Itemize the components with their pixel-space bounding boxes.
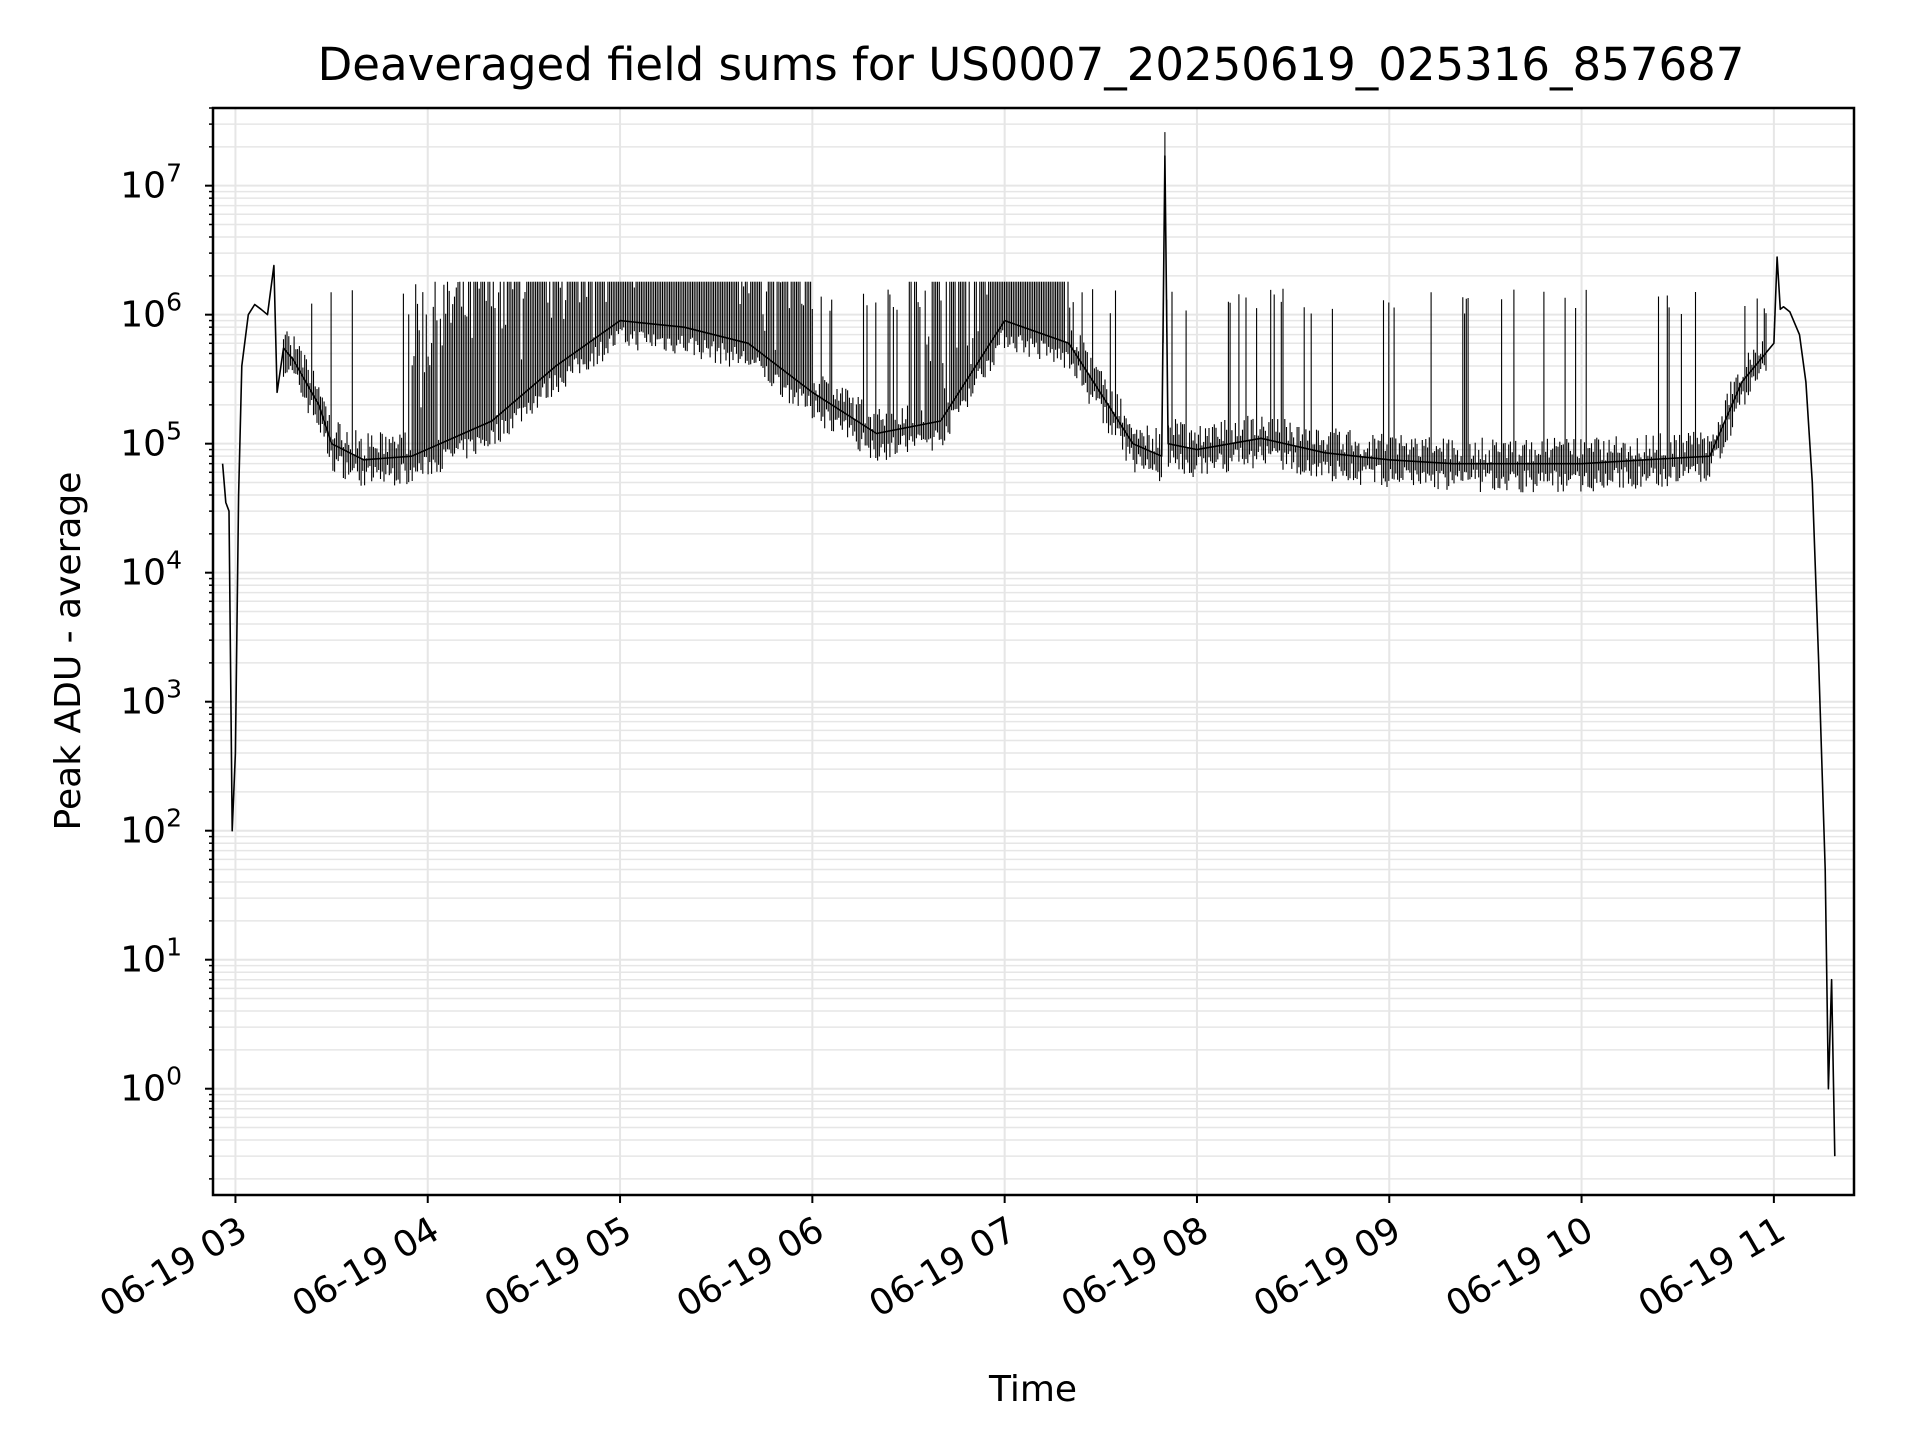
y-tick-label: 103 — [120, 675, 182, 723]
y-tick-label: 101 — [120, 933, 182, 981]
chart-title: Deaveraged field sums for US0007_2025061… — [318, 38, 1745, 91]
y-axis: 100 101 102 103 104 105 106 107 — [120, 107, 213, 1180]
y-tick-label: 104 — [120, 546, 182, 594]
x-tick-label: 06-19 08 — [1055, 1209, 1216, 1325]
x-tick-label: 06-19 05 — [478, 1209, 639, 1325]
y-tick-label: 106 — [120, 288, 182, 336]
y-tick-label: 105 — [120, 417, 182, 465]
x-tick-label: 06-19 07 — [862, 1209, 1023, 1325]
x-tick-label: 06-19 04 — [286, 1209, 447, 1325]
data-spikes — [282, 132, 1767, 493]
x-tick-label: 06-19 03 — [93, 1209, 254, 1325]
y-tick-label: 102 — [120, 804, 182, 852]
grid-lines — [213, 107, 1854, 1195]
plot-frame — [211, 106, 1856, 1197]
y-tick-label: 100 — [120, 1062, 182, 1110]
x-tick-label: 06-19 06 — [670, 1209, 831, 1325]
y-tick-label: 107 — [120, 159, 182, 207]
x-tick-label: 06-19 11 — [1632, 1209, 1793, 1325]
x-tick-label: 06-19 09 — [1247, 1209, 1408, 1325]
x-axis: 06-19 03 06-19 04 06-19 05 06-19 06 06-19 07… — [93, 1195, 1792, 1326]
x-tick-label: 06-19 10 — [1439, 1209, 1600, 1325]
x-axis-label: Time — [988, 1369, 1077, 1410]
y-axis-label: Peak ADU - average — [48, 472, 89, 831]
